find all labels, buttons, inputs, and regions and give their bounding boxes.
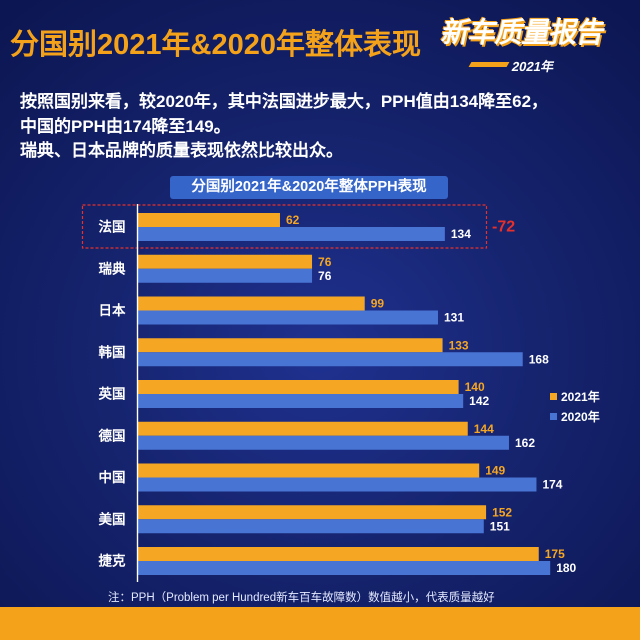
intro-line: 中国的PPH由174降至149。 xyxy=(20,116,231,136)
highlight-change-label: -72 xyxy=(492,219,515,236)
page-title: 分国别2021年&2020年整体表现 xyxy=(10,29,421,61)
category-label: 捷克 xyxy=(99,553,126,569)
value-label-2021: 144 xyxy=(474,422,494,436)
legend-swatch-2020 xyxy=(550,413,557,420)
bar-2020 xyxy=(138,394,464,408)
bar-2020 xyxy=(138,561,551,575)
value-label-2020: 174 xyxy=(542,478,562,492)
value-label-2020: 131 xyxy=(444,311,464,325)
logo-year: 2021年 xyxy=(510,59,556,74)
bar-2021 xyxy=(138,338,443,353)
bar-2021 xyxy=(138,380,459,394)
value-label-2021: 152 xyxy=(492,505,512,519)
bar-2020 xyxy=(138,268,313,283)
bar-2021 xyxy=(138,213,280,227)
logo-text: 新车质量报告 xyxy=(438,16,608,49)
value-label-2021: 62 xyxy=(286,213,300,227)
category-label: 美国 xyxy=(99,511,126,527)
intro-paragraph: 按照国别来看，较2020年，其中法国进步最大，PPH值由134降至62， 中国的… xyxy=(20,90,630,164)
category-label: 瑞典 xyxy=(99,260,126,276)
value-label-2020: 162 xyxy=(515,436,535,450)
category-label: 德国 xyxy=(99,427,126,443)
value-label-2020: 134 xyxy=(451,227,471,241)
legend-swatch-2021 xyxy=(550,393,557,400)
bottom-accent-bar xyxy=(0,607,640,640)
intro-line: 按照国别来看，较2020年，其中法国进步最大，PPH值由134降至62， xyxy=(20,92,549,111)
value-label-2021: 133 xyxy=(449,338,469,352)
category-label: 法国 xyxy=(99,219,126,235)
category-label: 英国 xyxy=(98,386,126,402)
bar-2021 xyxy=(138,505,487,520)
bar-2020 xyxy=(138,519,484,534)
bar-2020 xyxy=(138,227,445,241)
bar-2021 xyxy=(138,547,539,561)
value-label-2020: 76 xyxy=(318,269,332,283)
logo-accent-bar xyxy=(468,62,510,67)
bar-2020 xyxy=(138,477,537,492)
value-label-2020: 180 xyxy=(556,561,576,575)
category-label: 日本 xyxy=(99,302,126,318)
intro-line: 瑞典、日本品牌的质量表现依然比较出众。 xyxy=(20,141,343,160)
legend-label-2021: 2021年 xyxy=(561,389,600,404)
bar-2021 xyxy=(138,254,313,269)
category-label: 中国 xyxy=(99,469,126,485)
category-label: 韩国 xyxy=(99,344,126,360)
value-label-2020: 151 xyxy=(490,519,510,533)
value-label-2021: 99 xyxy=(371,297,385,311)
value-label-2021: 140 xyxy=(465,380,485,394)
legend-label-2020: 2020年 xyxy=(561,409,600,424)
value-label-2021: 149 xyxy=(485,464,505,478)
chart-title: 分国别2021年&2020年整体PPH表现 xyxy=(170,176,448,199)
bar-2021 xyxy=(138,463,480,478)
bar-2020 xyxy=(138,435,509,450)
bar-2021 xyxy=(138,421,468,436)
footnote: 注：PPH（Problem per Hundred新车百车故障数）数值越小，代表… xyxy=(108,592,495,604)
bar-2020 xyxy=(138,352,523,367)
value-label-2020: 142 xyxy=(469,394,489,408)
bar-2021 xyxy=(138,296,365,311)
value-label-2021: 76 xyxy=(318,255,332,269)
bar-2020 xyxy=(138,310,438,325)
report-logo: 新车质量报告 2021年 xyxy=(438,12,622,82)
value-label-2020: 168 xyxy=(529,352,549,366)
value-label-2021: 175 xyxy=(545,547,565,561)
highlight-box xyxy=(81,204,488,249)
